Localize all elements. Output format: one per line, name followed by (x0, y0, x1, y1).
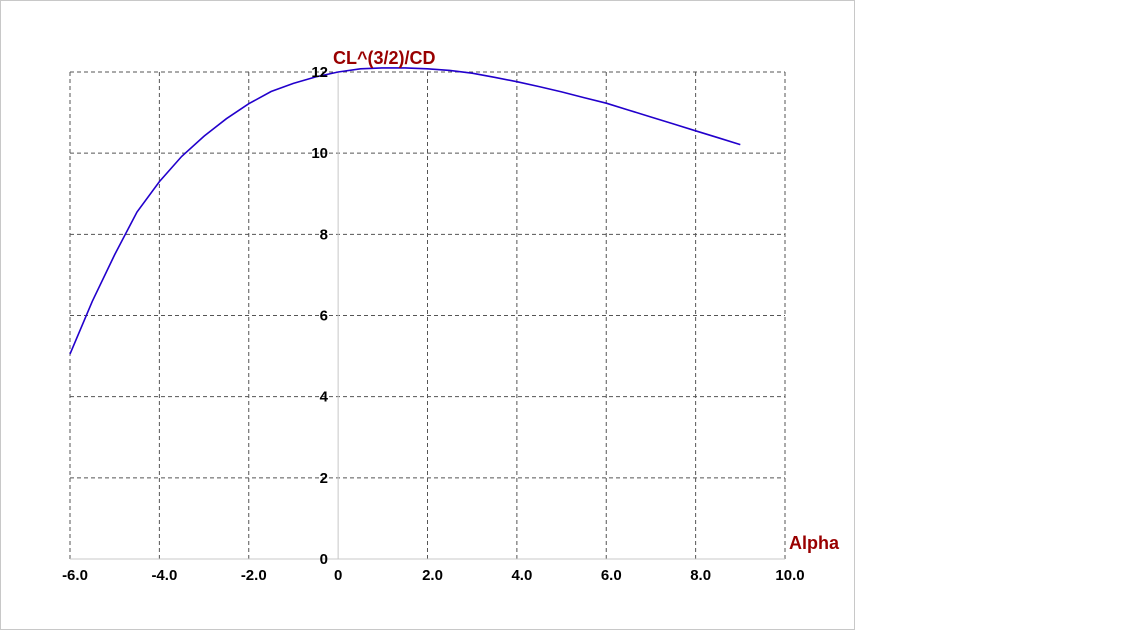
chart-title: CL^(3/2)/CD (333, 48, 436, 68)
y-tick-label: 4 (320, 389, 329, 406)
x-tick-label: -2.0 (241, 567, 267, 584)
x-tick-label: 10.0 (775, 567, 804, 584)
x-tick-label: 6.0 (601, 567, 622, 584)
x-axis-label: Alpha (789, 533, 840, 553)
x-tick-label: -6.0 (62, 567, 88, 584)
y-tick-label: 10 (311, 145, 328, 162)
x-tick-label: 4.0 (511, 567, 532, 584)
x-tick-label: 8.0 (690, 567, 711, 584)
y-tick-label: 2 (320, 470, 328, 487)
y-tick-label: 8 (320, 226, 328, 243)
x-tick-label: 2.0 (422, 567, 443, 584)
y-tick-label: 0 (320, 551, 328, 568)
y-tick-label: 6 (320, 308, 328, 325)
x-tick-label: -4.0 (151, 567, 177, 584)
y-tick-label: 12 (311, 64, 328, 81)
x-tick-label: 0 (334, 567, 342, 584)
